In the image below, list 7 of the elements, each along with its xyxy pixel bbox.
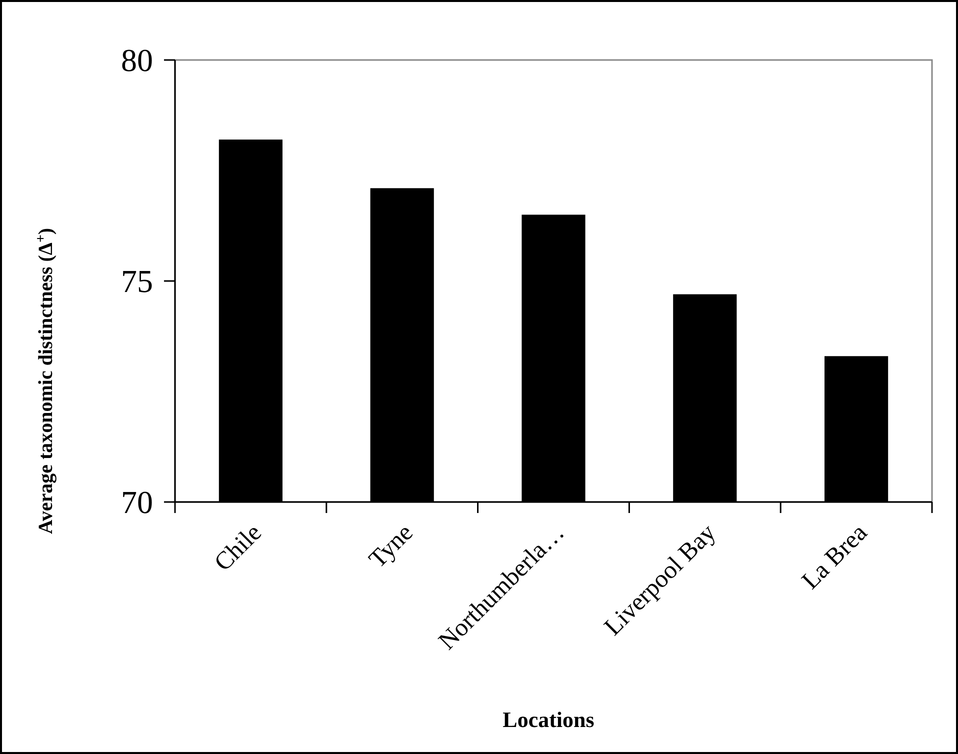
- y-tick-label: 75: [121, 263, 153, 300]
- x-tick-label: Tyne: [364, 519, 418, 574]
- x-tick-label: La Brea: [797, 519, 873, 595]
- x-tick-label: Chile: [210, 519, 267, 577]
- x-axis-title: Locations: [502, 707, 595, 732]
- y-tick-label: 80: [121, 42, 153, 78]
- y-tick-label: 70: [121, 484, 153, 520]
